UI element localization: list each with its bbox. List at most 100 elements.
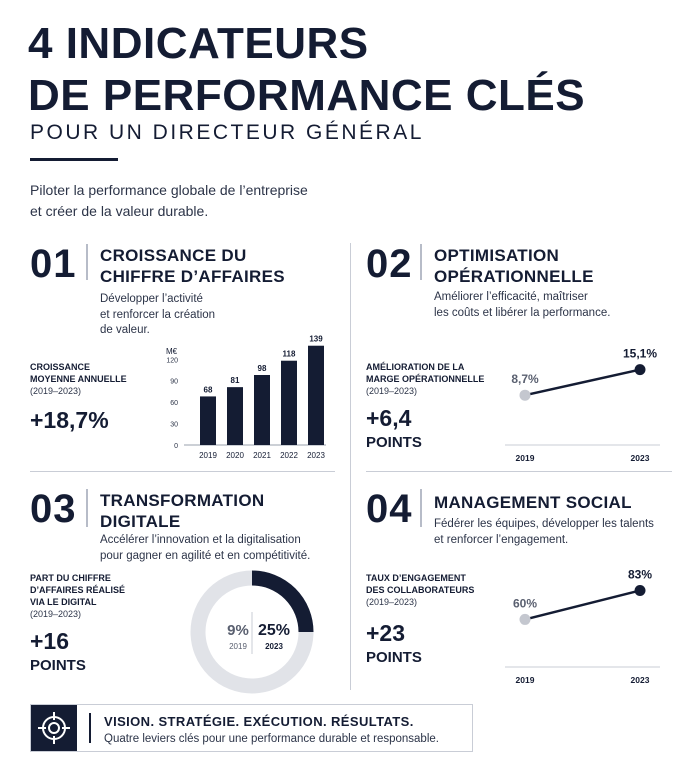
desc-line: les coûts et libérer la performance. — [434, 306, 611, 319]
section-title-line1: TRANSFORMATION — [100, 491, 265, 510]
bar — [281, 360, 297, 445]
bar — [308, 345, 324, 445]
y-tick-label: 30 — [170, 422, 178, 429]
desc-line: Développer l’activité — [100, 293, 203, 305]
section-number: 02 — [366, 242, 413, 286]
x-tick-label: 2021 — [253, 451, 271, 460]
y-tick-label: 90 — [170, 379, 178, 386]
x-tick-label: 2023 — [631, 453, 650, 463]
metric-label-line: MARGE OPÉRATIONNELLE — [366, 374, 485, 384]
data-point — [519, 613, 531, 625]
section-number: 04 — [366, 487, 413, 531]
section-title: TRANSFORMATION DIGITALE — [100, 490, 264, 532]
desc-line: Fédérer les équipes, développer les tale… — [434, 518, 654, 530]
engagement-line-chart: 60% 2019 83% 2023 — [505, 568, 660, 685]
metric-unit: POINTS — [366, 649, 422, 666]
section-separator — [420, 244, 422, 280]
grid-divider-right — [366, 471, 672, 472]
section-number: 01 — [30, 242, 77, 286]
series-line — [524, 589, 641, 621]
metric-value: +16 — [30, 628, 70, 654]
desc-line: pour gagner en agilité et en compétitivi… — [100, 549, 311, 562]
page-subtitle: POUR UN DIRECTEUR GÉNÉRAL — [30, 121, 424, 144]
section-separator — [86, 244, 88, 280]
margin-line-chart: 8,7% 2019 15,1% 2023 — [505, 347, 660, 463]
donut-value-2019: 9% — [227, 622, 249, 639]
section-title-line1: CROISSANCE DU — [100, 246, 247, 265]
target-icon — [38, 712, 70, 744]
y-axis-unit: M€ — [166, 347, 178, 356]
desc-line: Améliorer l’efficacité, maîtriser — [434, 291, 588, 303]
x-tick-label: 2022 — [280, 451, 298, 460]
metric-value: +6,4 — [366, 405, 412, 431]
section-number: 03 — [30, 487, 77, 531]
digital-donut-chart: 9% 2019 25% 2023 — [190, 570, 314, 694]
intro-line1: Piloter la performance globale de l’entr… — [30, 182, 308, 198]
section-title-line2: DIGITALE — [100, 512, 181, 531]
data-point — [634, 585, 646, 597]
section-title: MANAGEMENT SOCIAL — [434, 492, 632, 513]
page-title-line1: 4 INDICATEURS — [28, 19, 369, 68]
footer-subtitle: Quatre leviers clés pour une performance… — [104, 733, 439, 745]
desc-line: et renforcer l’engagement. — [434, 533, 569, 546]
metric-label-line: DES COLLABORATEURS — [366, 585, 475, 595]
metric-label-line: MOYENNE ANNUELLE — [30, 374, 127, 384]
footer-banner: VISION. STRATÉGIE. EXÉCUTION. RÉSULTATS.… — [30, 704, 473, 752]
series-line — [524, 368, 641, 397]
donut-value-2023: 25% — [258, 622, 290, 639]
bar — [227, 387, 243, 445]
title-rule — [30, 158, 118, 161]
metric-block: TAUX D’ENGAGEMENT DES COLLABORATEURS (20… — [366, 572, 474, 666]
page-title-line2: DE PERFORMANCE CLÉS — [28, 71, 586, 120]
footer-icon-box — [31, 705, 77, 751]
metric-label-line: PART DU CHIFFRE — [30, 573, 111, 583]
metric-value: +18,7% — [30, 407, 109, 433]
x-tick-label: 2023 — [307, 451, 325, 460]
metric-unit: POINTS — [366, 434, 422, 451]
intro-text: Piloter la performance globale de l’entr… — [30, 180, 308, 222]
intro-line2: et créer de la valeur durable. — [30, 203, 209, 219]
bar-value-label: 81 — [231, 376, 240, 385]
metric-block: CROISSANCE MOYENNE ANNUELLE (2019–2023) … — [30, 361, 127, 432]
data-point — [634, 364, 646, 376]
metric-period: (2019–2023) — [30, 609, 82, 619]
metric-period: (2019–2023) — [366, 386, 418, 396]
section-description: Fédérer les équipes, développer les tale… — [434, 517, 654, 548]
section-separator — [86, 489, 88, 527]
bar — [254, 375, 270, 445]
y-tick-label: 120 — [166, 357, 178, 364]
x-tick-label: 2023 — [631, 675, 650, 685]
x-tick-label: 2019 — [516, 453, 535, 463]
section-description: Développer l’activité et renforcer la cr… — [100, 292, 215, 339]
revenue-bar-chart: M€ 0 30 60 90 120 68 2019 81 2020 98 2021 118 2022 139… — [166, 335, 326, 460]
x-tick-label: 2020 — [226, 451, 244, 460]
data-point — [519, 389, 531, 401]
bar-value-label: 98 — [258, 364, 267, 373]
metric-label-line: TAUX D’ENGAGEMENT — [366, 573, 466, 583]
data-label: 83% — [628, 568, 652, 582]
x-tick-label: 2019 — [516, 675, 535, 685]
section-title-line1: MANAGEMENT SOCIAL — [434, 493, 632, 512]
metric-period: (2019–2023) — [30, 386, 82, 396]
metric-label-line: AMÉLIORATION DE LA — [366, 362, 465, 372]
section-title: OPTIMISATION OPÉRATIONNELLE — [434, 245, 594, 287]
metric-period: (2019–2023) — [366, 597, 418, 607]
data-label: 8,7% — [511, 372, 539, 386]
bar — [200, 396, 216, 445]
footer-title: VISION. STRATÉGIE. EXÉCUTION. RÉSULTATS. — [104, 714, 414, 729]
metric-unit: POINTS — [30, 657, 86, 674]
section-description: Améliorer l’efficacité, maîtriser les co… — [434, 290, 610, 321]
section-title: CROISSANCE DU CHIFFRE D’AFFAIRES — [100, 245, 285, 287]
metric-label-line: VIA LE DIGITAL — [30, 597, 97, 607]
bar-value-label: 139 — [309, 335, 323, 344]
y-tick-label: 0 — [174, 443, 178, 450]
grid-divider-left — [30, 471, 335, 472]
metric-value: +23 — [366, 620, 406, 646]
section-title-line1: OPTIMISATION — [434, 246, 560, 265]
bar-value-label: 68 — [204, 385, 213, 394]
bar-value-label: 118 — [283, 350, 296, 359]
donut-year-2019: 2019 — [229, 642, 247, 651]
section-title-line2: CHIFFRE D’AFFAIRES — [100, 267, 285, 286]
footer-divider — [89, 713, 91, 743]
grid-vertical-divider — [350, 243, 351, 690]
